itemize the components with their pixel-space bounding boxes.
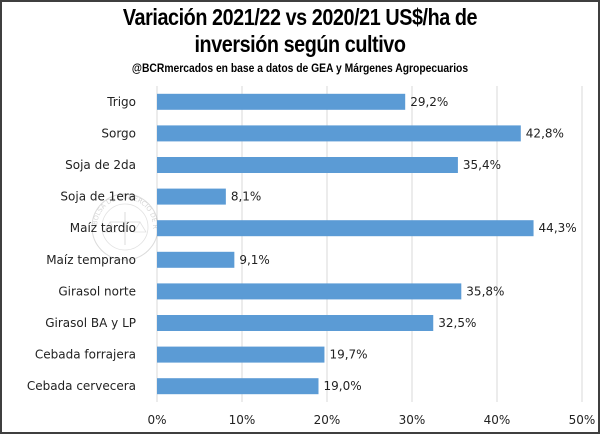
value-labels: 29,2% 42,8% 35,4% 8,1% 44,3% 9,1% 35,8% 32,5% 19… (231, 95, 577, 393)
bars (157, 93, 534, 395)
category-label: Cebada forrajera (35, 348, 136, 362)
category-label: Maíz tardío (70, 221, 136, 235)
value-label: 8,1% (231, 190, 262, 204)
bar-0 (157, 93, 406, 110)
value-label: 9,1% (239, 253, 270, 267)
category-label: Maíz temprano (46, 253, 136, 267)
x-tick-label: 20% (314, 413, 341, 427)
bar-5 (157, 251, 235, 268)
x-tick-label: 10% (229, 413, 256, 427)
category-labels: Trigo Sorgo Soja de 2da Soja de 1era Maíz ta… (27, 95, 136, 393)
value-label: 35,8% (466, 284, 504, 298)
x-tick-label: 50% (569, 413, 596, 427)
bar-2 (157, 157, 458, 173)
category-label: Trigo (106, 95, 136, 109)
category-label: Soja de 2da (65, 158, 136, 172)
category-label: Girasol BA y LP (45, 316, 136, 330)
value-label: 44,3% (539, 221, 577, 235)
value-label: 42,8% (526, 126, 564, 140)
x-tick-label: 30% (399, 413, 426, 427)
category-label: Girasol norte (58, 284, 136, 298)
x-tick-label: 40% (484, 413, 511, 427)
category-label: Cebada cervecera (27, 379, 136, 393)
value-label: 19,7% (329, 348, 367, 362)
x-tick-label: 0% (147, 413, 166, 427)
bar-9 (157, 378, 319, 395)
bar-3 (157, 188, 226, 205)
value-label: 32,5% (438, 316, 476, 330)
chart-title-line2: inversión según cultivo (194, 31, 406, 57)
category-label: Soja de 1era (60, 190, 136, 204)
chart-subtitle: @BCRmercados en base a datos de GEA y Má… (131, 61, 469, 75)
x-tick-labels: 0% 10% 20% 30% 40% 50% (147, 413, 595, 427)
chart-title-line1: Variación 2021/22 vs 2020/21 US$/ha de (122, 4, 478, 30)
value-label: 35,4% (463, 158, 501, 172)
value-label: 29,2% (410, 95, 448, 109)
bar-6 (157, 283, 462, 300)
bar-4 (157, 220, 534, 237)
bar-7 (157, 315, 434, 331)
bar-1 (157, 125, 521, 142)
category-label: Sorgo (101, 126, 136, 140)
bar-8 (157, 346, 325, 363)
value-label: 19,0% (324, 379, 362, 393)
